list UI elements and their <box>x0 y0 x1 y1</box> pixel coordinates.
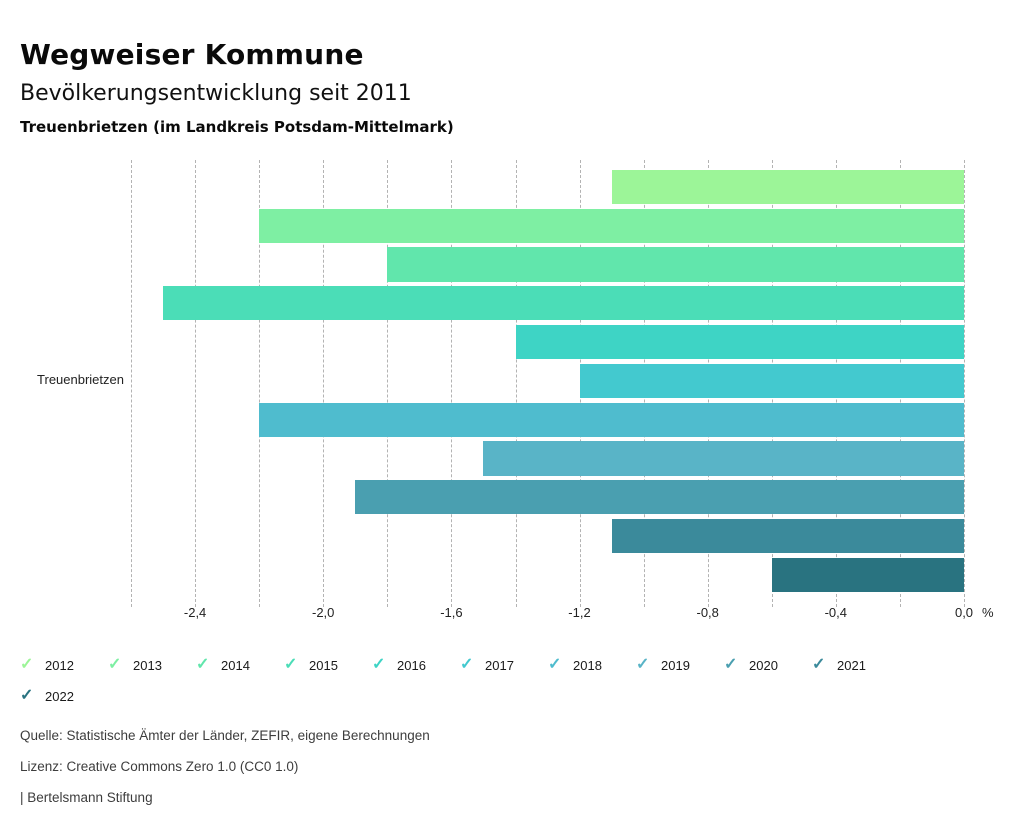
chart-footer: Quelle: Statistische Ämter der Länder, Z… <box>20 727 430 820</box>
legend-item-2015[interactable]: ✓ 2015 <box>284 651 372 679</box>
legend-item-label: 2020 <box>749 657 778 673</box>
x-tick-label: -2,4 <box>183 605 207 620</box>
check-icon: ✓ <box>108 656 122 673</box>
legend-item-2019[interactable]: ✓ 2019 <box>636 651 724 679</box>
check-icon: ✓ <box>372 656 386 673</box>
check-icon: ✓ <box>284 656 298 673</box>
bar-2021[interactable] <box>611 518 964 554</box>
legend-item-label: 2012 <box>45 657 74 673</box>
bar-2022[interactable] <box>771 557 964 593</box>
check-icon: ✓ <box>196 656 210 673</box>
y-axis-category-label: Treuenbrietzen <box>37 372 124 387</box>
gridline <box>195 160 197 607</box>
x-tick-label: -0,4 <box>824 605 847 620</box>
check-icon: ✓ <box>724 656 738 673</box>
legend-item-2014[interactable]: ✓ 2014 <box>196 651 284 679</box>
x-tick-label: -1,6 <box>440 605 463 620</box>
check-icon: ✓ <box>20 656 34 673</box>
legend-item-2018[interactable]: ✓ 2018 <box>548 651 636 679</box>
legend-item-2022[interactable]: ✓ 2022 <box>20 682 108 710</box>
plot-area <box>131 160 965 607</box>
x-tick-label: 0,0 <box>954 605 974 620</box>
legend-item-label: 2015 <box>309 657 338 673</box>
legend-item-2017[interactable]: ✓ 2017 <box>460 651 548 679</box>
source-note: Quelle: Statistische Ämter der Länder, Z… <box>20 728 430 743</box>
bar-2017[interactable] <box>579 363 964 399</box>
legend-item-2020[interactable]: ✓ 2020 <box>724 651 812 679</box>
legend-item-label: 2017 <box>485 657 514 673</box>
legend-item-label: 2013 <box>133 657 162 673</box>
check-icon: ✓ <box>460 656 474 673</box>
gridline <box>259 160 261 607</box>
check-icon: ✓ <box>20 687 34 704</box>
x-tick-label: -1,2 <box>568 605 591 620</box>
legend-item-2021[interactable]: ✓ 2021 <box>812 651 900 679</box>
legend-item-label: 2018 <box>573 657 602 673</box>
bar-2015[interactable] <box>163 286 964 321</box>
legend-item-label: 2019 <box>661 657 690 673</box>
chart-legend: ✓ 2012 ✓ 2013 ✓ 2014 ✓ 2015 ✓ 2016 ✓ 2017 ✓ 2018 ✓ 2019… <box>20 651 920 710</box>
x-axis-unit-label: % <box>982 605 994 620</box>
x-tick-label: -2,0 <box>311 605 335 620</box>
attribution-note: | Bertelsmann Stiftung <box>20 790 153 805</box>
legend-item-2012[interactable]: ✓ 2012 <box>20 651 108 679</box>
bar-2020[interactable] <box>355 480 964 515</box>
bar-2013[interactable] <box>259 208 964 243</box>
legend-item-label: 2016 <box>397 657 426 673</box>
legend-item-label: 2021 <box>837 657 866 673</box>
gridline <box>131 160 132 607</box>
x-tick-label: -0,8 <box>696 605 719 620</box>
license-note: Lizenz: Creative Commons Zero 1.0 (CC0 1… <box>20 759 299 774</box>
check-icon: ✓ <box>812 656 826 673</box>
chart-title: Bevölkerungsentwicklung seit 2011 <box>20 81 412 107</box>
check-icon: ✓ <box>548 656 562 673</box>
bar-2019[interactable] <box>483 441 964 476</box>
gridline <box>515 160 517 607</box>
check-icon: ✓ <box>636 656 650 673</box>
bar-2018[interactable] <box>259 402 964 437</box>
bar-2012[interactable] <box>611 169 964 205</box>
bar-2016[interactable] <box>515 324 964 360</box>
chart-region-subtitle: Treuenbrietzen (im Landkreis Potsdam-Mit… <box>20 118 454 136</box>
legend-item-2016[interactable]: ✓ 2016 <box>372 651 460 679</box>
legend-item-label: 2014 <box>221 657 250 673</box>
bar-2014[interactable] <box>387 247 964 282</box>
gridline <box>323 160 325 607</box>
gridline <box>387 160 389 607</box>
page-title: Wegweiser Kommune <box>20 37 364 71</box>
legend-item-label: 2022 <box>45 688 74 704</box>
gridline <box>451 160 453 607</box>
legend-item-2013[interactable]: ✓ 2013 <box>108 651 196 679</box>
gridline <box>964 160 965 607</box>
